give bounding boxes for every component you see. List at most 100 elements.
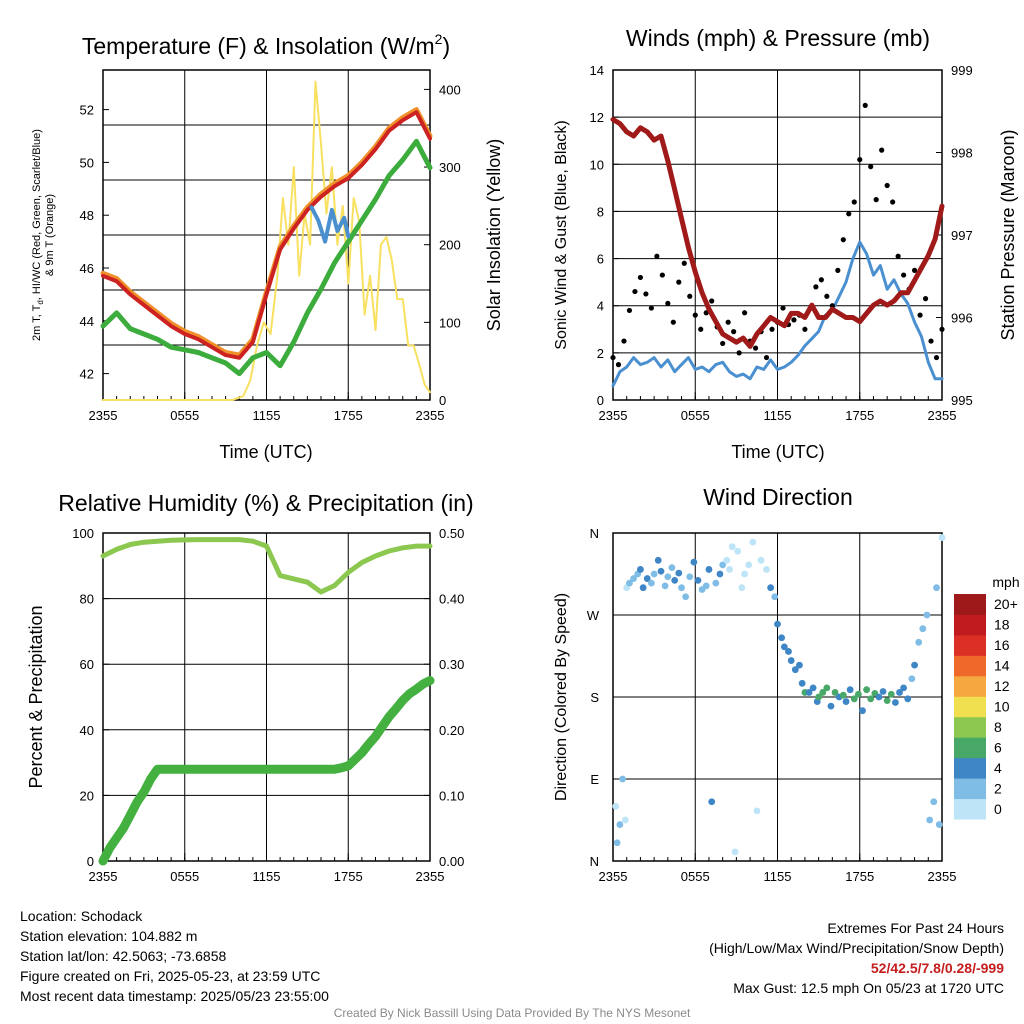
wind-dir-point bbox=[798, 679, 806, 687]
wind-dir-point bbox=[682, 593, 690, 601]
wind-dir-point bbox=[639, 584, 647, 592]
extremes-box: Extremes For Past 24 Hours (High/Low/Max… bbox=[709, 918, 1004, 998]
x-tick-label: 1155 bbox=[764, 869, 792, 884]
gust-point bbox=[626, 307, 633, 314]
y-tick-label: 2 bbox=[597, 346, 604, 361]
wind-dir-point bbox=[712, 579, 720, 587]
gust-point bbox=[791, 317, 797, 323]
wind-dir-point bbox=[809, 684, 817, 692]
wind-dir-point bbox=[875, 693, 883, 701]
x-tick-label: 2355 bbox=[599, 408, 628, 423]
y-tick-label: W bbox=[587, 608, 600, 623]
gust-point bbox=[731, 329, 737, 335]
gust-point bbox=[654, 253, 660, 259]
y-tick-label: 48 bbox=[80, 208, 94, 223]
wind-dir-point bbox=[935, 821, 943, 828]
y2-tick-label: 200 bbox=[439, 238, 461, 253]
colorbar-swatch bbox=[954, 614, 986, 636]
x-tick-label: 1155 bbox=[253, 408, 281, 423]
y-axis-label: Percent & Precipitation bbox=[26, 605, 46, 788]
chart-title: Temperature (F) & Insolation (W/m2) bbox=[82, 31, 450, 59]
wind-dir-point bbox=[690, 558, 698, 566]
colorbar-swatch bbox=[954, 634, 986, 656]
x-tick-label: 0555 bbox=[170, 869, 199, 884]
y-tick-label: 40 bbox=[80, 723, 94, 738]
wind-dir-point bbox=[904, 695, 912, 703]
wind-dir-point bbox=[771, 593, 779, 601]
plot-frame-humidity bbox=[102, 532, 431, 862]
wind-dir-point bbox=[900, 684, 908, 692]
y2-tick-label: 997 bbox=[951, 228, 973, 243]
gust-point bbox=[736, 350, 742, 356]
title-superscript: 2 bbox=[435, 31, 443, 47]
y-label-part: , HI/WC (Red, Green, Scarlet/Blue) bbox=[31, 129, 43, 300]
x-tick-label: 2355 bbox=[416, 869, 445, 884]
wind-dir-point bbox=[686, 573, 694, 581]
wind-dir-point bbox=[613, 839, 621, 847]
y2-tick-label: 100 bbox=[439, 315, 461, 330]
gust-point bbox=[637, 274, 644, 281]
wind-dir-point bbox=[831, 689, 839, 696]
location-line: Location: Schodack bbox=[20, 908, 143, 924]
x-tick-label: 2355 bbox=[89, 869, 118, 884]
x-tick-label: 1755 bbox=[845, 869, 874, 884]
wind-dir-point bbox=[926, 816, 934, 824]
wind-dir-point bbox=[675, 569, 683, 577]
gust-point bbox=[879, 147, 885, 153]
gust-point bbox=[873, 197, 879, 203]
wind-dir-point bbox=[630, 575, 637, 582]
colorbar-swatch bbox=[954, 737, 986, 759]
gust-point bbox=[720, 340, 726, 347]
gust-point bbox=[670, 319, 676, 325]
gust-point bbox=[922, 296, 929, 302]
gust-point bbox=[857, 156, 863, 163]
sonic-wind-line bbox=[611, 240, 944, 388]
wind-dir-point bbox=[896, 689, 903, 696]
y-tick-label: 0 bbox=[597, 393, 604, 408]
wind-dir-point bbox=[664, 573, 672, 581]
gust-point bbox=[939, 326, 945, 332]
wind-dir-point bbox=[785, 648, 792, 655]
y2-tick-label: 400 bbox=[439, 82, 461, 97]
colorbar-label: 0 bbox=[994, 801, 1002, 817]
dewpoint-line bbox=[100, 138, 433, 377]
x-tick-label: 2355 bbox=[599, 869, 628, 884]
x-tick-label: 2355 bbox=[89, 408, 118, 423]
wind-dir-point bbox=[734, 547, 742, 555]
colorbar-label: 8 bbox=[994, 719, 1002, 735]
gust-point bbox=[665, 300, 671, 306]
wind-dir-point bbox=[616, 821, 624, 828]
gust-point bbox=[911, 267, 918, 273]
y2-tick-label: 0.30 bbox=[439, 657, 464, 672]
gust-point bbox=[818, 277, 824, 283]
y2-axis-label: Solar Insolation (Yellow) bbox=[484, 139, 504, 331]
wind-dir-point bbox=[850, 695, 858, 703]
max-gust-line: Max Gust: 12.5 mph On 05/23 at 1720 UTC bbox=[733, 980, 1004, 996]
wind-dir-point bbox=[867, 695, 875, 703]
gust-point bbox=[901, 272, 907, 278]
precip-line bbox=[98, 676, 435, 866]
wind-dir-point bbox=[879, 688, 887, 695]
colorbar-label: 16 bbox=[994, 637, 1010, 653]
wind-dir-point bbox=[705, 566, 713, 573]
wind-dir-point bbox=[805, 689, 813, 696]
insolation-line bbox=[102, 80, 431, 401]
wind-dir-point bbox=[787, 657, 795, 664]
heatindex-line bbox=[309, 205, 351, 244]
gust-point bbox=[933, 354, 940, 361]
gust-point bbox=[676, 279, 682, 285]
chart-title: Winds (mph) & Pressure (mb) bbox=[626, 25, 930, 51]
y2-tick-label: 0.40 bbox=[439, 592, 464, 607]
gust-point bbox=[687, 293, 693, 299]
gust-point bbox=[752, 345, 759, 351]
colorbar-label: 10 bbox=[994, 699, 1010, 715]
x-tick-label: 2355 bbox=[928, 869, 957, 884]
wind-dir-point bbox=[791, 666, 799, 674]
wind-dir-point bbox=[694, 576, 702, 584]
gust-point bbox=[840, 237, 846, 243]
humidity-line bbox=[100, 537, 433, 595]
colorbar-swatch bbox=[954, 675, 986, 697]
colorbar-swatch bbox=[954, 778, 986, 800]
y-axis-label: Sonic Wind & Gust (Blue, Black) bbox=[553, 120, 570, 349]
